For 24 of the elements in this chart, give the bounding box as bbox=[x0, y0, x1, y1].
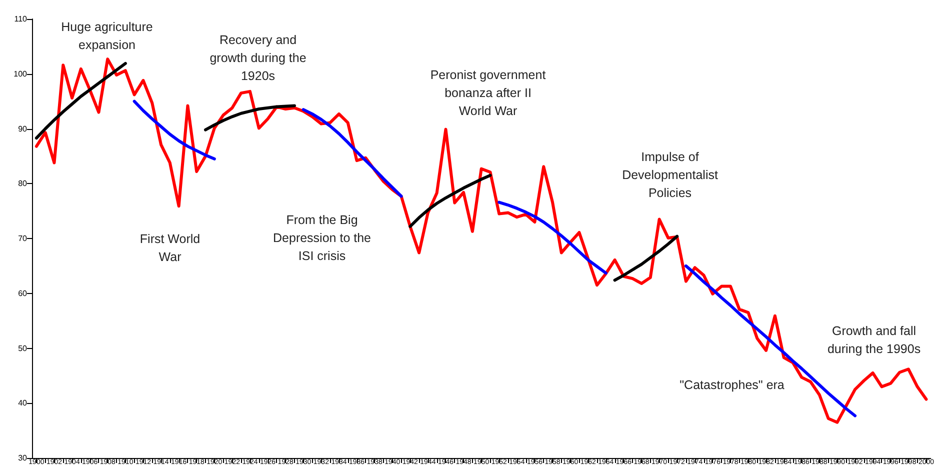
annotation: Huge agriculture expansion bbox=[61, 20, 153, 52]
y-tick-label: 50 bbox=[18, 344, 28, 353]
line-series bbox=[613, 234, 679, 282]
annotation: First World War bbox=[140, 232, 200, 264]
y-tick-label: 60 bbox=[18, 288, 28, 298]
y-tick-label: 70 bbox=[18, 234, 28, 243]
annotation: From the Big Depression to the ISI crisis bbox=[273, 213, 372, 263]
line-series bbox=[204, 104, 296, 132]
annotation: "Catastrophes" era bbox=[680, 378, 784, 392]
annotation: Impulse of Developmentalist Policies bbox=[622, 150, 718, 200]
line-series bbox=[132, 100, 216, 160]
y-tick-label: 90 bbox=[18, 124, 28, 134]
y-tick-label: 80 bbox=[18, 179, 28, 188]
line-series bbox=[408, 174, 492, 228]
line-series bbox=[34, 62, 127, 140]
annotation: Recovery and growth during the 1920s bbox=[210, 33, 306, 83]
y-tick-label: 110 bbox=[14, 14, 28, 24]
y-tick-label: 100 bbox=[14, 69, 28, 78]
line-series bbox=[498, 200, 608, 275]
y-tick-label: 30 bbox=[18, 454, 28, 462]
line-series bbox=[302, 108, 403, 198]
y-tick-label: 40 bbox=[18, 398, 28, 408]
annotation: Peronist government bonanza after II World War bbox=[430, 68, 546, 118]
annotation: Growth and fall during the 1990s bbox=[827, 324, 921, 356]
